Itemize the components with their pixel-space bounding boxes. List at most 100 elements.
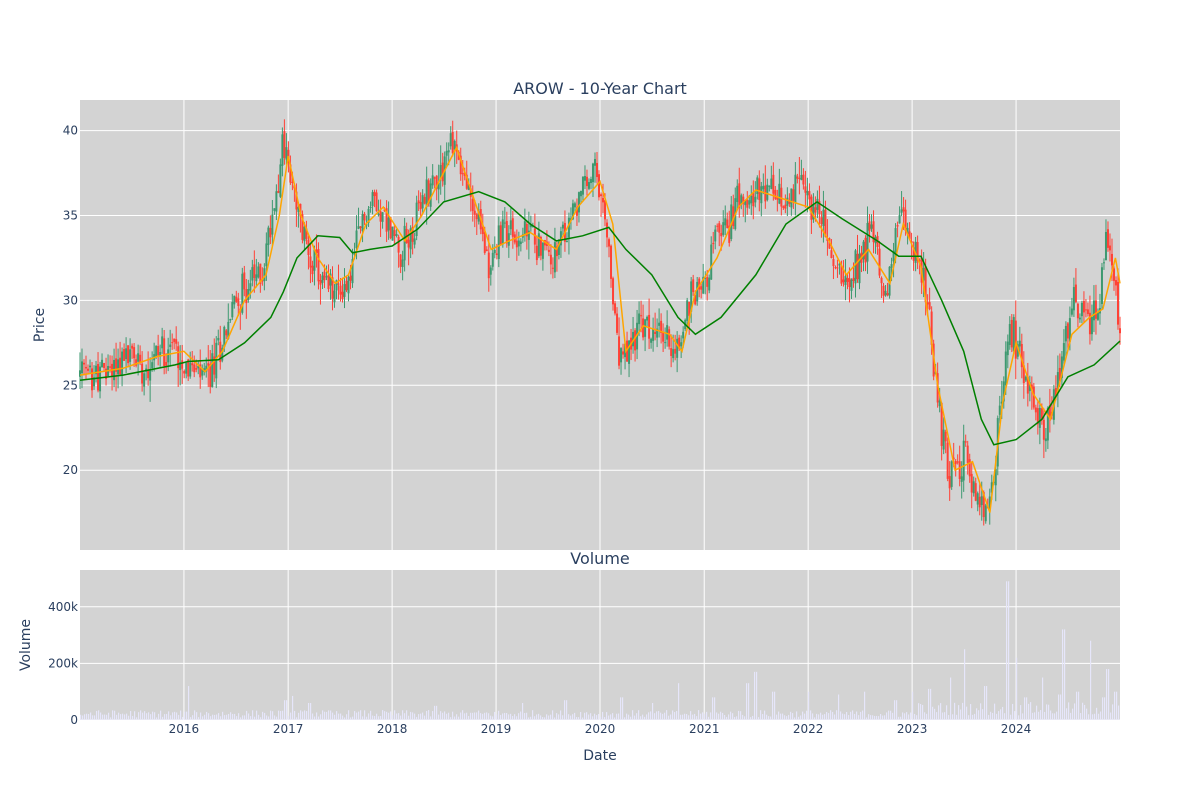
candle-body [610, 245, 613, 279]
volume-bar [482, 713, 484, 720]
candle-body [1110, 253, 1113, 266]
volume-bar [486, 712, 488, 720]
candle-body [808, 191, 811, 200]
volume-bar [462, 710, 464, 720]
candle-body [339, 285, 342, 295]
volume-bar [850, 711, 852, 720]
volume-bar [250, 716, 252, 720]
candle-body [133, 347, 136, 359]
volume-bar [776, 714, 778, 720]
candle-body [1048, 405, 1051, 416]
candle-body [980, 496, 983, 506]
candle-body [688, 301, 691, 316]
candle-body [275, 191, 278, 212]
volume-bar [358, 711, 360, 720]
candle-body [612, 278, 615, 305]
volume-bar [1064, 629, 1066, 720]
candle-body [225, 330, 228, 336]
candle-body [527, 230, 530, 240]
volume-bar [746, 683, 748, 720]
volume-bar [592, 716, 594, 720]
volume-bar [1104, 697, 1106, 720]
candle-body [247, 289, 250, 301]
candle-body [706, 277, 709, 287]
volume-bar [136, 717, 138, 720]
candle-body [559, 231, 562, 246]
candle-body [704, 277, 707, 279]
candle-body [1004, 351, 1007, 386]
volume-bar [802, 711, 804, 720]
candle-body [525, 223, 528, 237]
volume-bar [798, 716, 800, 720]
candle-body [377, 213, 380, 216]
candle-body [880, 277, 883, 284]
volume-bar [894, 700, 896, 720]
volume-bar [508, 714, 510, 720]
volume-bar [716, 712, 718, 720]
volume-bar [164, 714, 166, 720]
candle-body [549, 254, 552, 265]
short-moving-average-line [79, 145, 1121, 513]
volume-bar [244, 715, 246, 720]
candle-body [229, 318, 232, 321]
volume-bar [974, 713, 976, 720]
candle-body [1084, 309, 1087, 311]
volume-bar [460, 712, 462, 720]
candle-body [694, 295, 697, 305]
candle-body [277, 190, 280, 193]
candle-body [141, 363, 144, 384]
candle-body [922, 267, 925, 281]
volume-bar [106, 714, 108, 720]
candle-body [81, 361, 84, 374]
candle-body [686, 300, 689, 321]
candle-body [616, 313, 619, 333]
volume-bar [800, 715, 802, 720]
candle-body [1000, 401, 1003, 404]
volume-bar [1054, 713, 1056, 720]
volume-bar [650, 711, 652, 720]
candle-body [419, 201, 422, 210]
volume-bar [1012, 703, 1014, 720]
candle-body [289, 164, 292, 183]
candle-body [678, 337, 681, 349]
volume-bar [234, 713, 236, 720]
candle-body [499, 225, 502, 246]
volume-bar [1100, 711, 1102, 720]
volume-bar [1010, 714, 1012, 720]
candle-body [816, 198, 819, 210]
candle-body [459, 155, 462, 175]
volume-bar [610, 714, 612, 720]
volume-bar [434, 705, 436, 720]
candle-body [259, 263, 262, 284]
volume-bar [286, 700, 288, 720]
candle-body [792, 189, 795, 201]
candle-body [810, 196, 813, 220]
volume-bar [1080, 713, 1082, 720]
volume-bar [210, 716, 212, 720]
volume-bar [794, 717, 796, 720]
candle-body [515, 240, 518, 248]
candle-body [421, 195, 424, 209]
volume-bar [670, 714, 672, 720]
candle-body [894, 228, 897, 254]
volume-bar [700, 713, 702, 720]
volume-bar [314, 716, 316, 720]
candle-body [1078, 317, 1081, 320]
volume-bar [500, 714, 502, 720]
volume-bar [976, 708, 978, 720]
price-y-tick-label: 25 [63, 378, 78, 392]
candle-body [393, 230, 396, 237]
volume-bar [860, 711, 862, 720]
candle-body [465, 174, 468, 189]
candle-body [898, 215, 901, 224]
volume-bar [522, 703, 524, 720]
volume-bar [256, 710, 258, 720]
volume-bar [352, 716, 354, 720]
volume-bar [448, 712, 450, 720]
candle-body [177, 346, 180, 369]
candle-body [1056, 372, 1059, 394]
candle-body [213, 356, 216, 375]
volume-bar [694, 713, 696, 720]
volume-bar [1074, 703, 1076, 720]
candle-body [724, 218, 727, 226]
